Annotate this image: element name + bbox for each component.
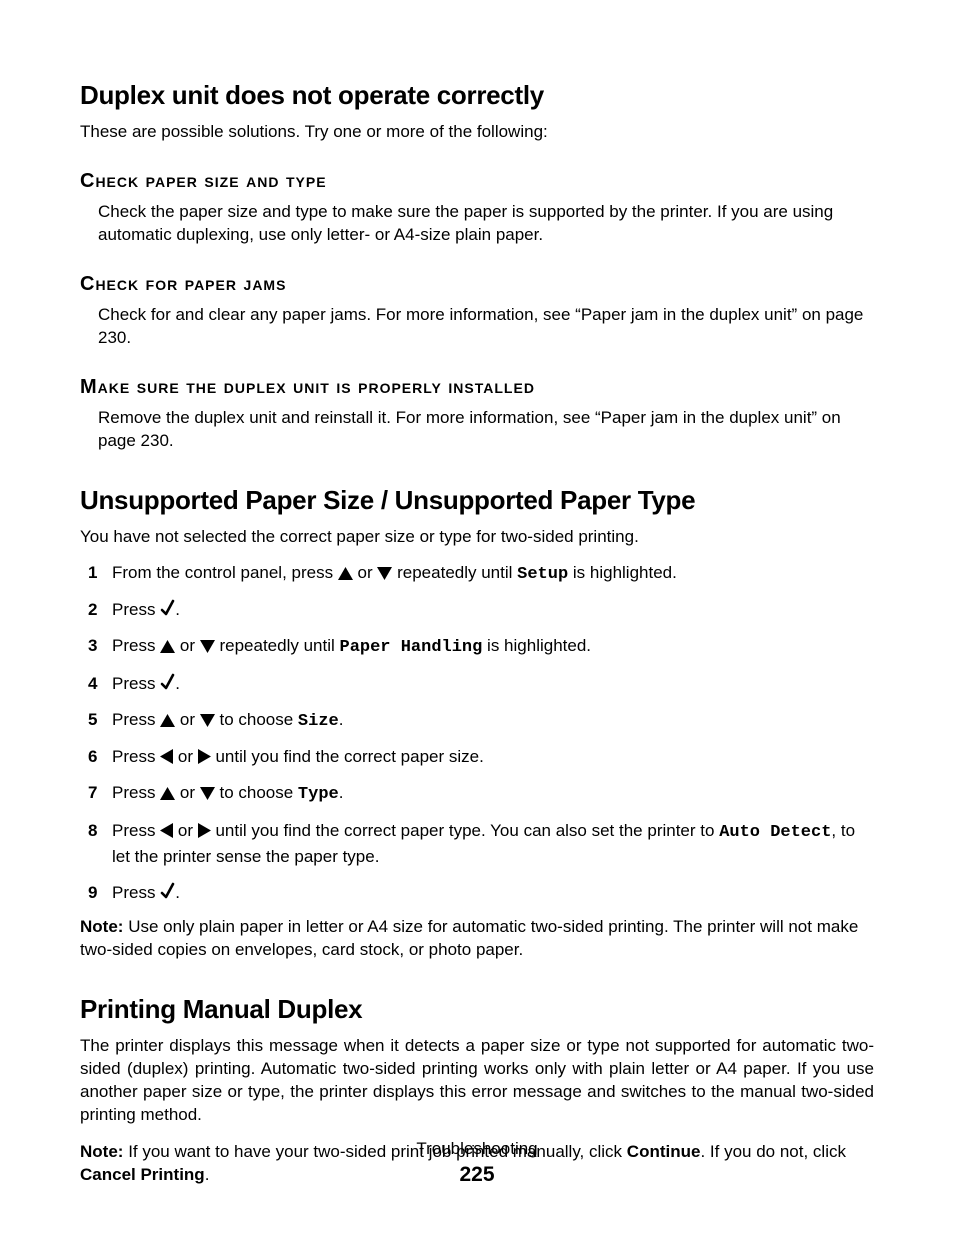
intro-unsupported: You have not selected the correct paper … [80,526,874,549]
heading-manual-duplex: Printing Manual Duplex [80,994,874,1025]
step-item: Press or to choose Size. [80,708,874,734]
step-item: Press or repeatedly until Paper Handling… [80,634,874,660]
page: Duplex unit does not operate correctly T… [0,0,954,1235]
step-item: Press or until you find the correct pape… [80,745,874,769]
footer-page-number: 225 [0,1163,954,1187]
body-duplex-installed: Remove the duplex unit and reinstall it.… [98,407,874,453]
step-item: Press . [80,598,874,622]
step-item: Press . [80,672,874,696]
intro-duplex: These are possible solutions. Try one or… [80,121,874,144]
note-text: Use only plain paper in letter or A4 siz… [80,917,858,959]
heading-duplex-unit: Duplex unit does not operate correctly [80,80,874,111]
step-item: Press . [80,881,874,905]
subheading-duplex-installed: Make sure the duplex unit is properly in… [80,376,874,399]
step-item: Press or to choose Type. [80,781,874,807]
body-manual-duplex: The printer displays this message when i… [80,1035,874,1127]
footer-section-name: Troubleshooting [0,1139,954,1159]
page-footer: Troubleshooting 225 [0,1139,954,1187]
note-label: Note: [80,917,123,936]
steps-list: From the control panel, press or repeate… [80,561,874,905]
subheading-check-jams: Check for paper jams [80,273,874,296]
step-item: Press or until you find the correct pape… [80,819,874,869]
subheading-check-size-type: Check paper size and type [80,170,874,193]
note-unsupported: Note: Use only plain paper in letter or … [80,916,874,962]
heading-unsupported-paper: Unsupported Paper Size / Unsupported Pap… [80,485,874,516]
step-item: From the control panel, press or repeate… [80,561,874,587]
body-check-size-type: Check the paper size and type to make su… [98,201,874,247]
body-check-jams: Check for and clear any paper jams. For … [98,304,874,350]
